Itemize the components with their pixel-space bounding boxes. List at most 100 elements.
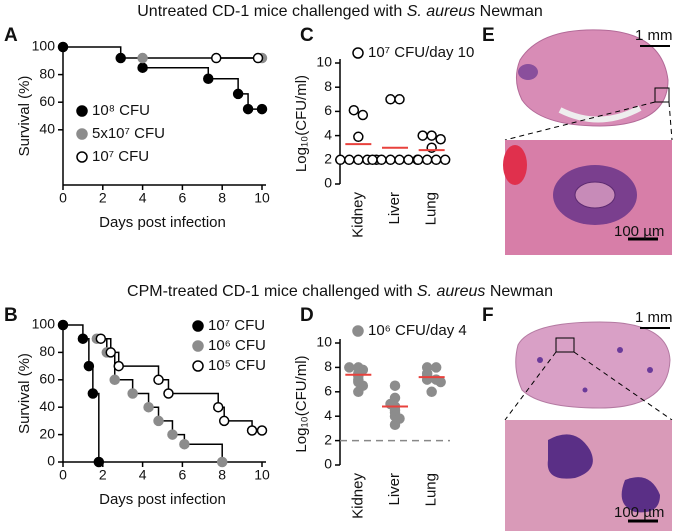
y-tick-label: 100 xyxy=(32,38,56,54)
y-tick-label: 40 xyxy=(39,398,55,414)
panel-label: F xyxy=(482,305,494,326)
histology-f: 100 µm 1 mm xyxy=(504,309,673,531)
scale-label: 1 mm xyxy=(635,27,673,44)
survival-point xyxy=(143,401,154,413)
data-point xyxy=(435,133,446,145)
colony xyxy=(621,477,660,513)
tissue xyxy=(516,29,669,127)
data-point xyxy=(348,104,360,116)
survival-point xyxy=(153,415,164,427)
survival-point xyxy=(167,429,178,440)
legend-label: 10⁵ CFU xyxy=(208,357,266,374)
survival-point xyxy=(115,52,126,64)
heading: Untreated CD-1 mice challenged with S. a… xyxy=(137,3,543,20)
y-tick-label: 60 xyxy=(39,93,55,109)
lesion xyxy=(582,387,588,393)
zoom-line xyxy=(573,351,673,421)
x-tick-label: Lung xyxy=(423,192,440,225)
zoom-image xyxy=(505,420,672,531)
lesion xyxy=(617,347,623,353)
x-tick-label: Kidney xyxy=(349,473,366,519)
survival-point xyxy=(163,388,174,399)
legend-marker xyxy=(76,151,88,163)
abscess-core xyxy=(574,181,616,209)
legend-label: 5x10⁷ CFU xyxy=(92,125,165,142)
panel-label: A xyxy=(4,25,18,46)
data-point xyxy=(353,386,364,398)
survival-point xyxy=(242,103,254,115)
heading-part: Newman xyxy=(485,283,553,300)
x-tick-label: 6 xyxy=(179,467,187,483)
y-tick-label: 40 xyxy=(39,121,55,137)
x-tick-label: 10 xyxy=(254,190,270,206)
y-tick-label: 6 xyxy=(324,383,332,399)
x-tick-label: 10 xyxy=(254,467,270,483)
y-tick-label: 0 xyxy=(324,456,332,472)
y-tick-label: 4 xyxy=(324,126,332,142)
x-tick-label: 2 xyxy=(99,467,107,483)
survival-point xyxy=(153,374,164,386)
y-tick-label: 2 xyxy=(324,431,332,447)
panel-label: D xyxy=(300,305,314,326)
data-point xyxy=(376,154,387,166)
y-tick-label: 6 xyxy=(324,102,332,118)
y-axis-label: Log₁₀(CFU/ml) xyxy=(293,355,310,452)
y-tick-label: 80 xyxy=(39,343,55,359)
y-tick-label: 8 xyxy=(324,78,332,94)
heading-part: S. aureus xyxy=(417,283,485,300)
y-axis-label: Survival (%) xyxy=(16,76,33,157)
survival-point xyxy=(256,103,268,115)
x-axis-label: Days post infection xyxy=(99,491,226,508)
x-tick-label: Liver xyxy=(386,192,403,225)
heading-part: S. aureus xyxy=(407,3,475,20)
data-point xyxy=(426,386,437,398)
scale-label: 100 µm xyxy=(614,223,664,240)
survival-point xyxy=(109,374,120,386)
survival-point xyxy=(137,52,148,64)
tissue-edge xyxy=(558,105,642,123)
survival-point xyxy=(210,52,222,64)
legend-label: 10⁷ CFU/day 10 xyxy=(368,44,474,61)
survival-point xyxy=(83,360,95,372)
data-point xyxy=(430,154,442,166)
legend-label: 10⁷ CFU xyxy=(92,148,149,165)
zoom-box xyxy=(555,337,575,353)
x-tick-label: Liver xyxy=(386,473,403,506)
x-tick-label: 8 xyxy=(218,467,226,483)
survival-point xyxy=(252,52,264,64)
zoom-box xyxy=(654,87,670,103)
y-tick-label: 2 xyxy=(324,151,332,167)
legend-label: 10⁶ CFU/day 4 xyxy=(368,322,467,339)
survival-point xyxy=(93,456,105,468)
y-tick-label: 8 xyxy=(324,358,332,374)
zoom-line xyxy=(668,101,673,141)
legend-marker xyxy=(192,360,204,372)
y-tick-label: 0 xyxy=(324,175,332,191)
legend-marker xyxy=(192,320,204,332)
y-tick-label: 4 xyxy=(324,407,332,423)
data-point xyxy=(389,380,401,391)
y-tick-label: 20 xyxy=(39,425,55,441)
data-point xyxy=(367,154,378,166)
y-tick-label: 10 xyxy=(316,334,332,350)
y-tick-label: 10 xyxy=(316,54,332,70)
x-tick-label: Lung xyxy=(423,473,440,506)
data-point xyxy=(385,94,396,105)
legend-label: 10⁷ CFU xyxy=(208,317,265,334)
y-tick-label: 60 xyxy=(39,371,55,387)
x-tick-label: 4 xyxy=(139,467,147,483)
histology-e: 100 µm 1 mm xyxy=(503,27,673,255)
scale-label: 1 mm xyxy=(635,309,673,326)
y-axis-label: Log₁₀(CFU/ml) xyxy=(293,75,310,172)
survival-point xyxy=(95,333,107,344)
data-point xyxy=(403,154,414,166)
legend-marker xyxy=(352,47,364,59)
survival-point xyxy=(246,425,258,436)
data-point xyxy=(430,362,442,373)
data-point xyxy=(335,154,346,166)
survival-line xyxy=(96,337,223,462)
heading-part: Newman xyxy=(475,3,543,20)
data-point xyxy=(417,130,428,141)
